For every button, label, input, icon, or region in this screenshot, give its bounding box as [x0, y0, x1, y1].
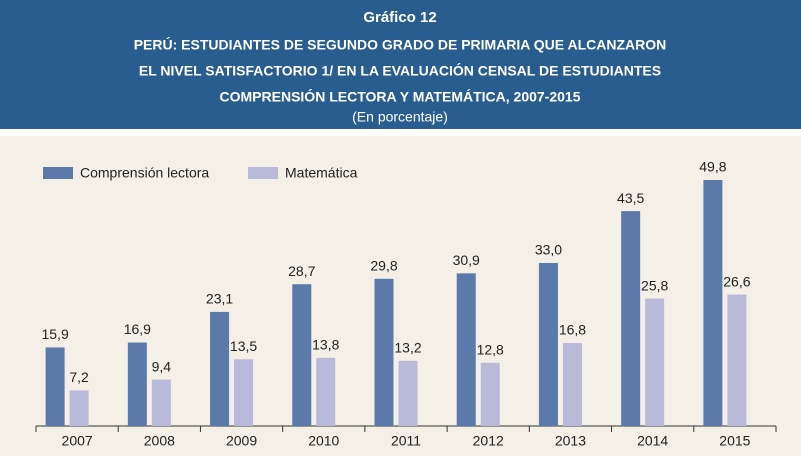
bar [727, 294, 747, 426]
x-tick-label: 2014 [637, 433, 668, 449]
value-label: 49,8 [699, 159, 726, 175]
x-tick-label: 2009 [226, 433, 257, 449]
bar [562, 343, 582, 426]
bar [480, 362, 500, 426]
value-label: 13,5 [230, 338, 257, 354]
value-label: 16,9 [124, 321, 151, 337]
value-label: 25,8 [641, 277, 668, 293]
legend-swatch [43, 167, 73, 179]
bar [703, 180, 723, 426]
bar [398, 360, 418, 426]
legend-label: Comprensión lectora [80, 165, 209, 181]
x-tick-label: 2011 [391, 433, 421, 449]
value-label: 29,8 [370, 257, 397, 273]
bar [234, 359, 254, 426]
value-label: 23,1 [206, 291, 233, 307]
value-label: 26,6 [723, 273, 750, 289]
chart-subtitle: EL NIVEL SATISFACTORIO 1/ EN LA EVALUACI… [139, 62, 661, 79]
bar [645, 298, 665, 426]
value-label: 9,4 [152, 358, 172, 374]
legend-label: Matemática [285, 165, 358, 181]
bar [316, 357, 336, 426]
x-tick-label: 2012 [473, 433, 504, 449]
bar [621, 211, 641, 426]
chart-subtitle: PERÚ: ESTUDIANTES DE SEGUNDO GRADO DE PR… [134, 36, 667, 53]
bar [127, 342, 147, 426]
x-tick-label: 2015 [719, 433, 750, 449]
bar [151, 379, 171, 426]
chart-subtitle: COMPRENSIÓN LECTORA Y MATEMÁTICA, 2007-2… [220, 88, 581, 105]
value-label: 33,0 [535, 242, 562, 258]
unit-note: (En porcentaje) [352, 109, 448, 125]
value-label: 12,8 [477, 341, 504, 357]
bar [538, 262, 558, 426]
x-tick-label: 2010 [308, 433, 339, 449]
x-tick-label: 2007 [62, 433, 93, 449]
chart-title: Gráfico 12 [363, 9, 436, 26]
bar [374, 278, 394, 426]
bar [210, 311, 230, 426]
value-label: 15,9 [41, 326, 68, 342]
value-label: 13,8 [312, 337, 339, 353]
value-label: 7,2 [69, 369, 89, 385]
bar [69, 390, 89, 426]
value-label: 13,2 [394, 339, 421, 355]
value-label: 28,7 [288, 263, 315, 279]
bar [292, 284, 312, 426]
legend-swatch [248, 167, 278, 179]
x-tick-label: 2013 [555, 433, 586, 449]
value-label: 30,9 [453, 252, 480, 268]
bar [456, 273, 476, 426]
value-label: 43,5 [617, 190, 644, 206]
x-tick-label: 2008 [144, 433, 175, 449]
header-band [0, 0, 801, 129]
value-label: 16,8 [559, 322, 586, 338]
bar [45, 347, 65, 426]
